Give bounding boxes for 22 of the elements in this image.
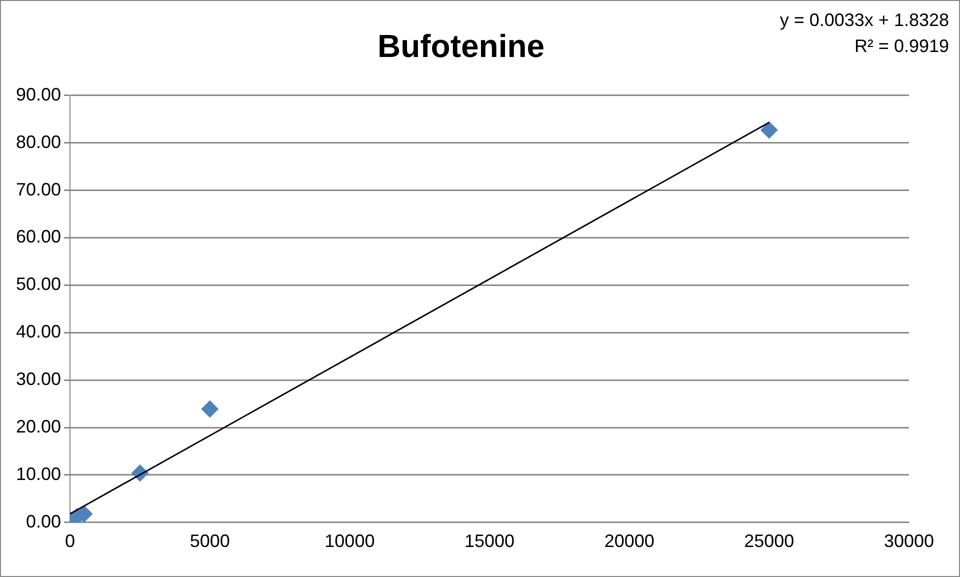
text: R² = 0.9919 — [854, 36, 949, 56]
x-tick-label: 5000 — [190, 531, 230, 552]
y-tick-label: 10.00 — [16, 464, 62, 484]
y-tick-label: 30.00 — [16, 369, 62, 390]
y-tick-label: 70.00 — [16, 179, 62, 200]
x-tick-label: 15000 — [464, 531, 515, 552]
y-tick-label: 60.00 — [16, 226, 62, 247]
y-tick-label: 90.00 — [16, 84, 62, 104]
x-tick-label: 0 — [65, 531, 76, 552]
y-tick-label: 20.00 — [16, 416, 62, 436]
y-tick-label: 0.00 — [26, 511, 62, 532]
x-tick-label: 25000 — [744, 531, 794, 552]
x-tick-label: 20000 — [604, 531, 654, 552]
point — [201, 400, 218, 418]
y-tick-label: 40.00 — [16, 322, 62, 342]
point — [760, 122, 778, 139]
y-tick-label: 50.00 — [16, 274, 62, 294]
x-tick-label: 30000 — [884, 531, 934, 552]
y-tick-label: 80.00 — [16, 132, 62, 152]
text: y = 0.0033x + 1.8328 — [780, 10, 949, 30]
chart-title: Bufotenine — [377, 28, 545, 64]
x-tick-label: 10000 — [324, 531, 375, 552]
